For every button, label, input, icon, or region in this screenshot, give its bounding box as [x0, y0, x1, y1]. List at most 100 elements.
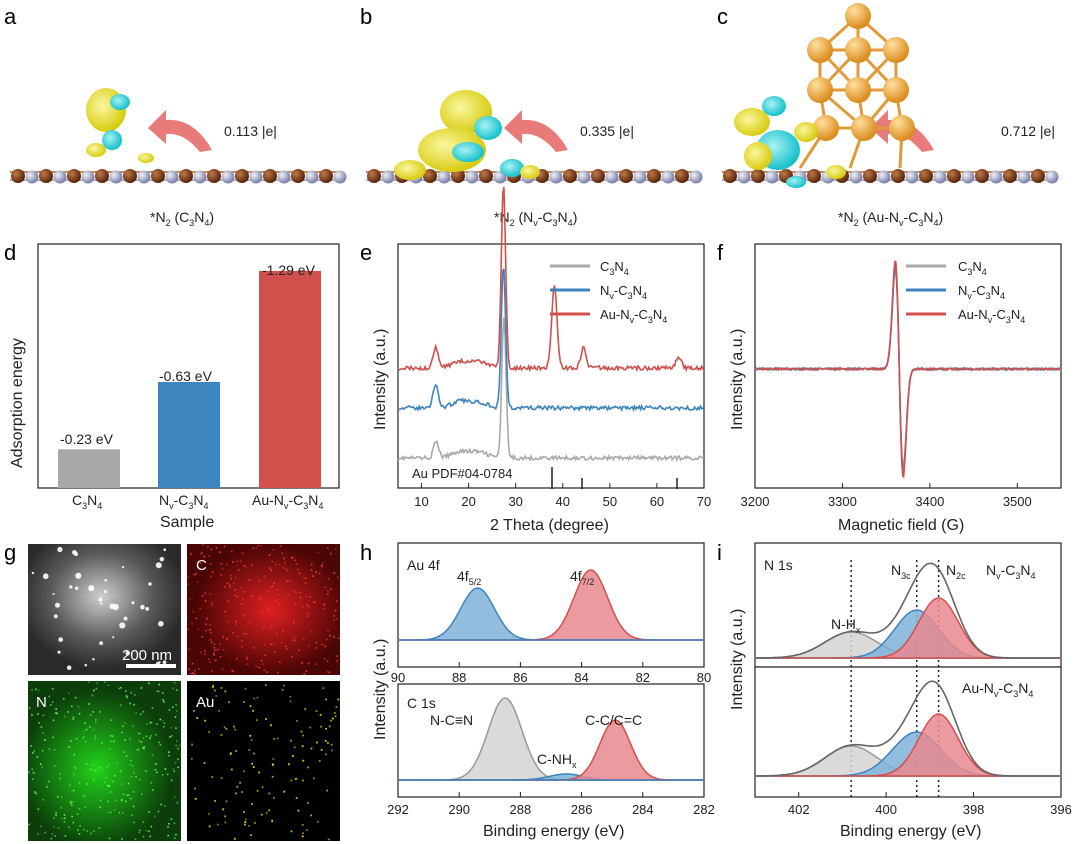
map-au-pixel: [244, 823, 246, 826]
map-au-pixel: [250, 739, 253, 742]
map-n-pixel: [161, 774, 164, 776]
map-n-pixel: [148, 682, 150, 685]
atom-c: [179, 169, 193, 183]
map-c-pixel: [230, 577, 233, 580]
map-n-pixel: [172, 768, 175, 771]
map-n-pixel: [77, 706, 80, 708]
map-n-pixel: [129, 797, 132, 800]
map-n-pixel: [40, 726, 43, 728]
map-c-pixel: [305, 670, 308, 672]
atom-n: [933, 170, 947, 184]
atom-au: [807, 37, 833, 63]
map-au-pixel: [283, 684, 285, 687]
haadf-particle: [123, 616, 128, 621]
map-c-pixel: [243, 590, 245, 593]
chart-d-bar-2: [259, 270, 321, 488]
chart-h-bottom-tick-label-1: 290: [448, 802, 470, 817]
map-c-pixel: [310, 569, 313, 571]
chart-i-title: N 1s: [764, 557, 793, 573]
map-c-pixel: [252, 647, 255, 649]
map-c-pixel: [283, 615, 286, 617]
map-au-pixel: [271, 763, 274, 765]
map-c-pixel: [303, 577, 305, 579]
map-n-pixel: [145, 735, 148, 738]
atom-n: [381, 170, 395, 184]
map-n-pixel: [129, 763, 131, 766]
map-c-pixel: [314, 601, 316, 604]
map-c-pixel: [277, 671, 279, 674]
map-c-pixel: [292, 639, 294, 642]
map-c-pixel: [328, 671, 331, 674]
map-au-pixel: [290, 830, 293, 833]
map-au-pixel: [211, 686, 214, 689]
map-n-pixel: [32, 778, 34, 780]
map-n-pixel: [90, 768, 92, 771]
map-au-pixel: [310, 747, 313, 750]
chart-i-sample-top: Nv-C3N4: [986, 562, 1036, 581]
map-c-pixel: [227, 621, 230, 623]
map-n-pixel: [110, 719, 113, 721]
map-c-pixel: [214, 649, 216, 651]
map-au-pixel: [302, 759, 305, 762]
map-au-pixel: [312, 777, 315, 780]
map-n-pixel: [51, 701, 54, 703]
map-au-pixel: [328, 725, 331, 728]
map-au-pixel: [289, 700, 292, 703]
map-au-pixel: [233, 837, 236, 840]
map-c-pixel: [215, 547, 218, 549]
map-n-pixel: [156, 723, 158, 725]
chart-f-legend-c3n4: C3N4: [958, 259, 987, 277]
map-n-pixel: [32, 752, 34, 754]
map-c-pixel: [187, 575, 189, 578]
map-c-pixel: [241, 639, 243, 642]
map-n-pixel: [38, 722, 40, 724]
map-c-pixel: [269, 586, 272, 588]
haadf-particle: [52, 592, 55, 595]
map-au-pixel: [249, 734, 252, 737]
map-au-pixel: [290, 739, 292, 742]
map-n-pixel: [123, 751, 126, 753]
map-au-pixel: [272, 796, 275, 799]
map-n-pixel: [94, 737, 97, 740]
map-au-pixel: [271, 775, 274, 778]
map-au-pixel: [236, 785, 239, 788]
map-n-pixel: [103, 681, 106, 683]
map-n-pixel: [137, 748, 140, 751]
map-au-pixel: [220, 687, 223, 689]
map-c-pixel: [336, 660, 339, 662]
map-c-pixel: [197, 581, 199, 584]
chart-h-top-tick-label-4: 82: [636, 670, 650, 685]
map-n-pixel: [73, 753, 75, 756]
map-n-pixel: [144, 770, 147, 772]
map-c-pixel: [278, 563, 281, 566]
atom-n: [25, 170, 39, 184]
atom-au: [845, 37, 871, 63]
map-c-pixel: [263, 575, 265, 578]
map-au-pixel: [218, 709, 221, 712]
chart-h-top-title: Au 4f: [407, 557, 440, 573]
chart-e-frame: [397, 243, 705, 489]
map-c-pixel: [333, 619, 336, 621]
map-c-pixel: [209, 639, 212, 641]
map-n-pixel: [57, 826, 60, 829]
map-n-pixel: [176, 689, 178, 691]
map-au-pixel: [305, 829, 308, 832]
map-c-pixel: [321, 643, 323, 646]
map-c-pixel: [324, 586, 327, 589]
map-au-pixel: [244, 821, 247, 823]
map-c-pixel: [310, 630, 313, 633]
atom-n: [109, 170, 123, 184]
chart-f-tick-label-0: 3200: [741, 494, 770, 509]
atom-n: [661, 170, 675, 184]
chart-f-tick-label-2: 3400: [915, 494, 944, 509]
atom-n: [165, 170, 179, 184]
map-c-pixel: [191, 672, 194, 674]
atom-c: [563, 169, 577, 183]
map-n-pixel: [143, 746, 146, 748]
haadf-particle: [104, 578, 107, 582]
map-n-pixel: [118, 811, 121, 814]
map-n-pixel: [89, 713, 92, 716]
map-n-pixel: [75, 767, 77, 770]
map-n-pixel: [30, 745, 33, 747]
map-n-pixel: [52, 719, 55, 722]
